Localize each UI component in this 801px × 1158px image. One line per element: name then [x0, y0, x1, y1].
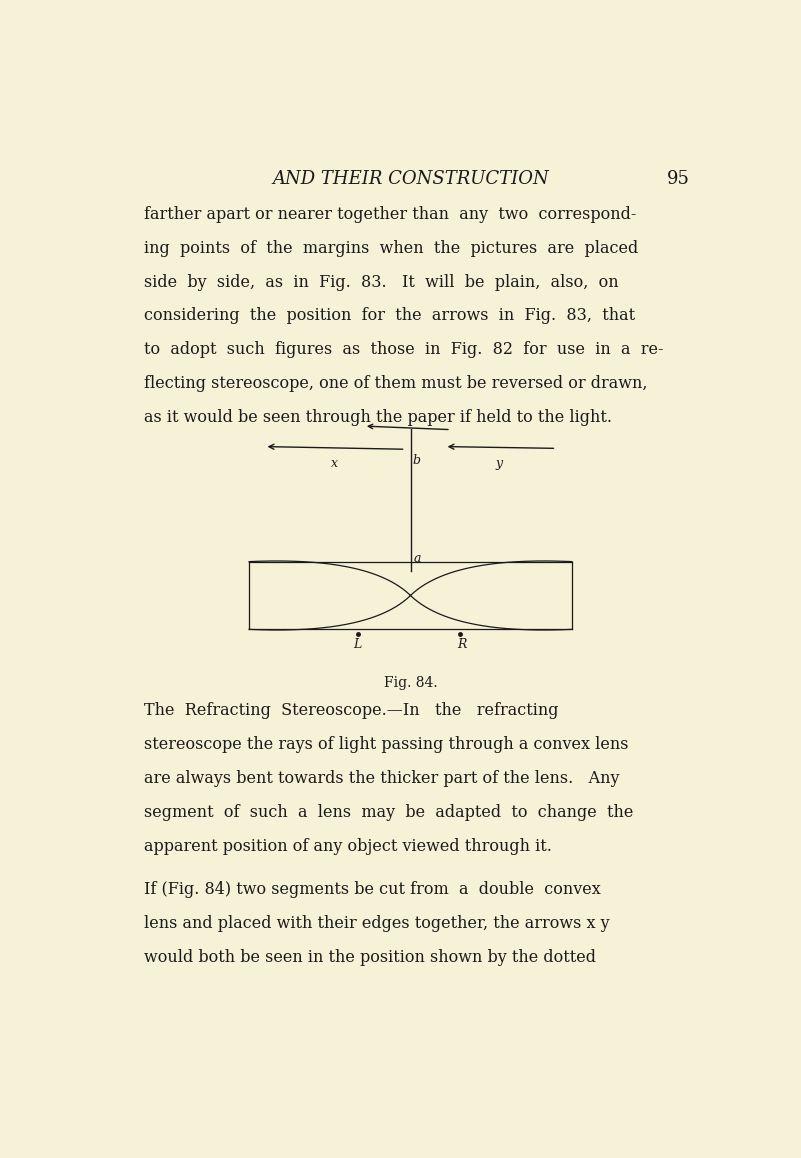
Text: apparent position of any object viewed through it.: apparent position of any object viewed t…: [143, 838, 551, 855]
Text: farther apart or nearer together than  any  two  correspond-: farther apart or nearer together than an…: [143, 206, 636, 222]
Text: ing  points  of  the  margins  when  the  pictures  are  placed: ing points of the margins when the pictu…: [143, 240, 638, 257]
Text: x: x: [332, 457, 338, 470]
Text: side  by  side,  as  in  Fig.  83.   It  will  be  plain,  also,  on: side by side, as in Fig. 83. It will be …: [143, 273, 618, 291]
Text: as it would be seen through the paper if held to the light.: as it would be seen through the paper if…: [143, 409, 612, 426]
Text: would both be seen in the position shown by the dotted: would both be seen in the position shown…: [143, 948, 596, 966]
Text: lens and placed with their edges together, the arrows x y: lens and placed with their edges togethe…: [143, 915, 610, 932]
Text: b: b: [413, 454, 421, 467]
Text: If (Fig. 84) two segments be cut from  a  double  convex: If (Fig. 84) two segments be cut from a …: [143, 881, 600, 897]
Text: a: a: [413, 551, 421, 565]
Text: stereoscope the rays of light passing through a convex lens: stereoscope the rays of light passing th…: [143, 736, 628, 754]
Text: to  adopt  such  figures  as  those  in  Fig.  82  for  use  in  a  re-: to adopt such figures as those in Fig. 8…: [143, 342, 663, 358]
Text: are always bent towards the thicker part of the lens.   Any: are always bent towards the thicker part…: [143, 770, 619, 787]
Text: Fig. 84.: Fig. 84.: [384, 676, 437, 690]
Text: flecting stereoscope, one of them must be reversed or drawn,: flecting stereoscope, one of them must b…: [143, 375, 647, 393]
Text: considering  the  position  for  the  arrows  in  Fig.  83,  that: considering the position for the arrows …: [143, 308, 634, 324]
Text: segment  of  such  a  lens  may  be  adapted  to  change  the: segment of such a lens may be adapted to…: [143, 804, 633, 821]
Text: L: L: [353, 638, 362, 651]
Text: y: y: [495, 457, 502, 470]
Text: R: R: [457, 638, 466, 651]
Text: AND THEIR CONSTRUCTION: AND THEIR CONSTRUCTION: [272, 170, 549, 188]
Text: The  Refracting  Stereoscope.—In   the   refracting: The Refracting Stereoscope.—In the refra…: [143, 703, 558, 719]
Text: 95: 95: [667, 170, 690, 188]
